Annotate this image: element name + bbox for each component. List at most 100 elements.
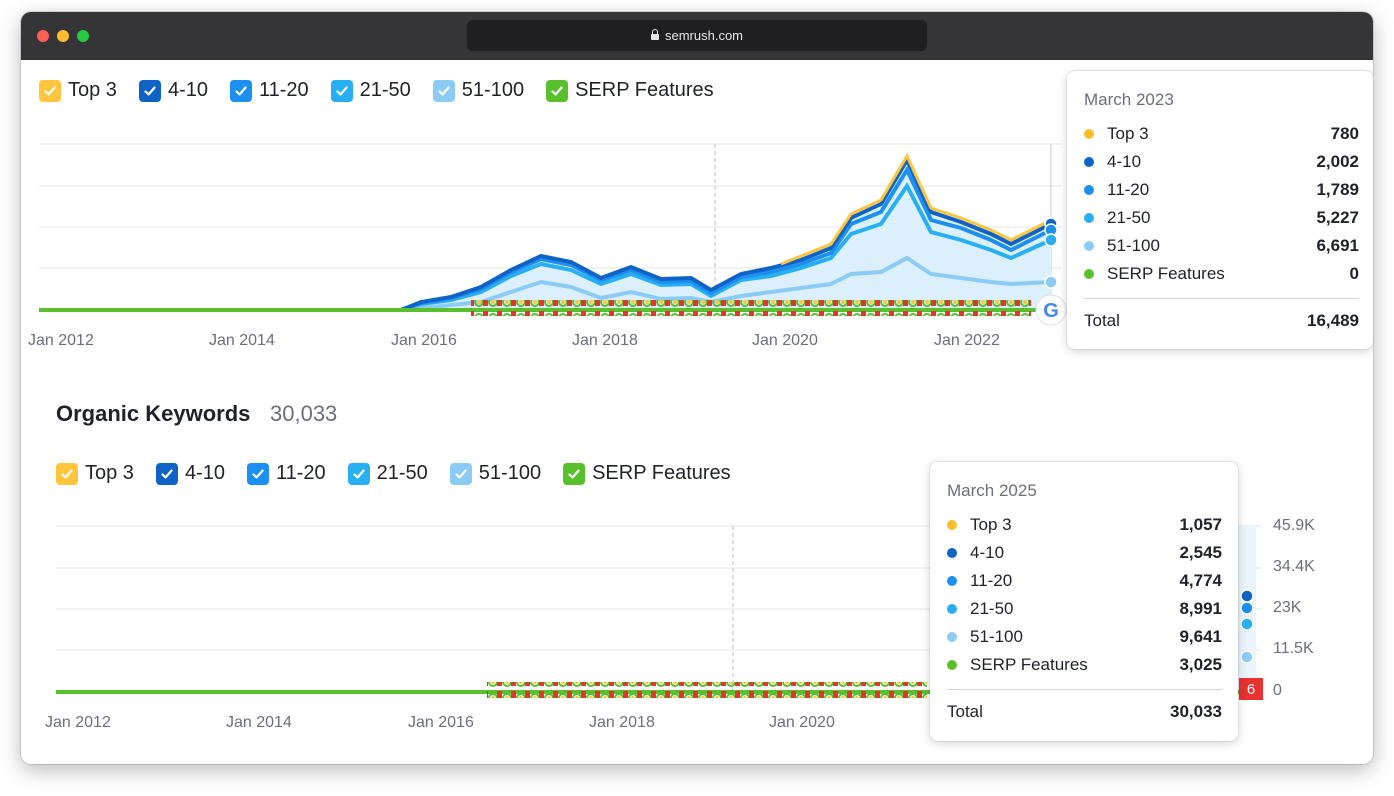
tooltip-row-top3: Top 3 [947, 515, 1012, 535]
checkbox-21-50[interactable] [347, 462, 370, 485]
legend-top3-toggle[interactable]: Top 3 [39, 79, 117, 102]
tooltip-row-value: 8,991 [1179, 599, 1222, 618]
tooltip-row-value: 6,691 [1316, 236, 1359, 255]
legend-51-100-toggle[interactable]: 51-100 [432, 79, 525, 102]
tooltip-row-value: 1,057 [1179, 515, 1222, 534]
tooltip-row-serp-features: SERP Features [1084, 264, 1225, 284]
top-x-label: Jan 2020 [752, 332, 818, 349]
tooltip-separator [1084, 298, 1359, 299]
legend-label: 4-10 [184, 462, 225, 484]
checkbox-11-20[interactable] [246, 462, 269, 485]
series-dot [947, 520, 957, 530]
series-21-50-line [400, 182, 1052, 312]
top-chart[interactable]: G [21, 132, 1373, 332]
legend-21-50-toggle[interactable]: 21-50 [347, 462, 428, 485]
organic-x-label: Jan 2018 [589, 714, 655, 731]
legend-label: 51-100 [478, 462, 542, 484]
lock-icon [650, 28, 659, 40]
series-dot [947, 660, 957, 670]
tooltip-row-value: 4,774 [1179, 571, 1222, 590]
legend-11-20-toggle[interactable]: 11-20 [246, 462, 326, 485]
tooltip-total-value: 30,033 [1170, 702, 1222, 721]
organic-chart-legend: Top 3 4-10 11-20 21-50 51-100 SERP Featu… [56, 462, 753, 485]
tooltip-row-serp-features: SERP Features [947, 655, 1088, 675]
legend-top3-toggle[interactable]: Top 3 [56, 462, 134, 485]
browser-window: semrush.com Top 3 4-10 11-20 21-50 51-10… [21, 12, 1373, 764]
tooltip-row-label: SERP Features [1107, 264, 1225, 283]
legend-21-50-toggle[interactable]: 21-50 [330, 79, 411, 102]
legend-label: SERP Features [575, 79, 714, 101]
top-x-label: Jan 2022 [934, 332, 1000, 349]
checkbox-serp-features[interactable] [563, 462, 586, 485]
checkbox-top3[interactable] [56, 462, 78, 485]
series-dot [1084, 241, 1094, 251]
tooltip-row-label: 4-10 [1107, 152, 1142, 171]
serp-count-badge[interactable]: 6 [1239, 678, 1263, 700]
tooltip-row-value: 780 [1330, 124, 1359, 143]
tooltip-row-11-20: 11-20 [1084, 180, 1149, 200]
tooltip-row-value: 3,025 [1179, 655, 1222, 674]
address-bar[interactable]: semrush.com [467, 20, 927, 51]
legend-label: 21-50 [376, 462, 428, 484]
checkbox-4-10[interactable] [138, 79, 161, 102]
tooltip-row-label: 21-50 [1107, 208, 1151, 227]
tooltip-row-label: SERP Features [970, 655, 1088, 674]
legend-11-20-toggle[interactable]: 11-20 [229, 79, 309, 102]
organic-x-label: Jan 2020 [769, 714, 835, 731]
tooltip-row-4-10: 4-10 [947, 543, 1004, 563]
address-bar-url: semrush.com [664, 28, 744, 43]
tooltip-row-label: 11-20 [970, 571, 1013, 590]
browser-titlebar: semrush.com [21, 12, 1373, 60]
svg-text:G: G [1043, 300, 1059, 322]
tooltip-date: March 2025 [947, 481, 1037, 500]
legend-51-100-toggle[interactable]: 51-100 [449, 462, 542, 485]
series-dot [1084, 157, 1094, 167]
legend-label: 11-20 [258, 79, 309, 101]
series-51-100-line [400, 255, 1052, 312]
legend-label: 4-10 [167, 79, 208, 101]
tooltip-total-value: 16,489 [1307, 311, 1359, 330]
legend-label: 51-100 [461, 79, 525, 101]
organic-chart-tooltip: March 2025 Top 3 1,057 4-10 2,545 11-20 … [930, 462, 1238, 741]
organic-y-label: 34.4K [1273, 558, 1315, 575]
close-window-button[interactable] [37, 30, 49, 42]
tooltip-row-label: 4-10 [970, 543, 1005, 562]
legend-4-10-toggle[interactable]: 4-10 [155, 462, 225, 485]
checkbox-serp-features[interactable] [546, 79, 569, 102]
tooltip-row-label: 51-100 [970, 627, 1023, 646]
tooltip-row-21-50: 21-50 [947, 599, 1013, 619]
top-x-label: Jan 2016 [391, 332, 457, 349]
serp-feature-markers [471, 300, 1031, 316]
checkbox-21-50[interactable] [330, 79, 353, 102]
legend-serp-features-toggle[interactable]: SERP Features [546, 79, 714, 102]
tooltip-row-11-20: 11-20 [947, 571, 1012, 591]
top-chart-hover-points [1044, 217, 1058, 289]
series-dot [947, 576, 957, 586]
legend-serp-features-toggle[interactable]: SERP Features [563, 462, 731, 485]
tooltip-separator [947, 689, 1222, 690]
minimize-window-button[interactable] [57, 30, 69, 42]
zoom-window-button[interactable] [77, 30, 89, 42]
series-dot [1084, 213, 1094, 223]
organic-keywords-count: 30,033 [270, 401, 338, 426]
legend-4-10-toggle[interactable]: 4-10 [138, 79, 208, 102]
series-dot [1084, 129, 1094, 139]
checkbox-top3[interactable] [39, 79, 61, 102]
checkbox-51-100[interactable] [449, 462, 472, 485]
series-dot [947, 604, 957, 614]
google-update-icon[interactable]: G [1035, 294, 1067, 326]
checkbox-11-20[interactable] [229, 79, 252, 102]
organic-keywords-title: Organic Keywords [56, 401, 251, 426]
tooltip-row-21-50: 21-50 [1084, 208, 1150, 228]
legend-label: SERP Features [592, 462, 731, 484]
series-dot [947, 632, 957, 642]
checkbox-51-100[interactable] [432, 79, 455, 102]
tooltip-row-label: Top 3 [970, 515, 1012, 534]
checkbox-4-10[interactable] [155, 462, 178, 485]
organic-y-label: 0 [1273, 682, 1282, 699]
tooltip-total-label: Total [947, 702, 983, 721]
organic-y-label: 45.9K [1273, 517, 1315, 534]
legend-label: 21-50 [359, 79, 411, 101]
tooltip-date: March 2023 [1084, 90, 1174, 109]
tooltip-row-value: 0 [1349, 264, 1359, 283]
